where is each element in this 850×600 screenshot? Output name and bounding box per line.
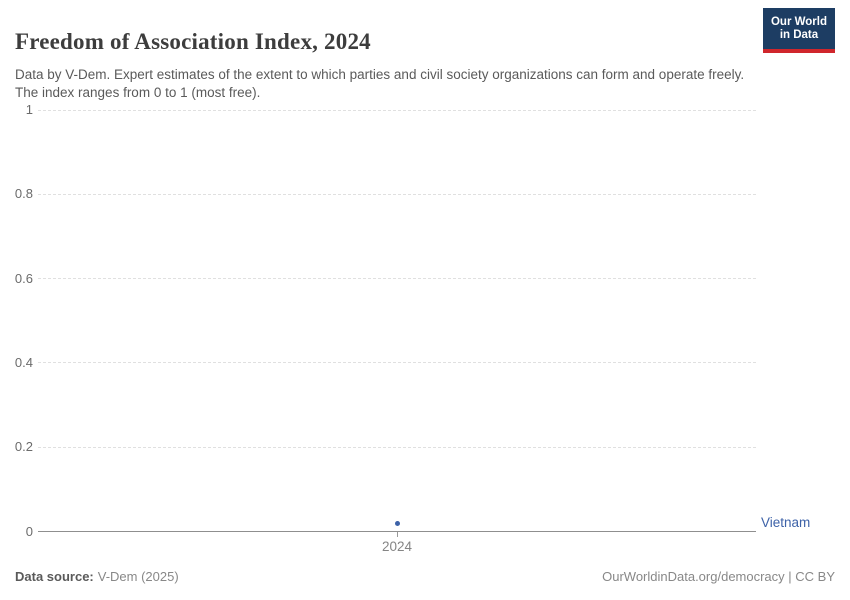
data-point-vietnam[interactable] bbox=[394, 520, 400, 526]
x-axis-line bbox=[38, 531, 756, 532]
y-gridline bbox=[38, 278, 756, 280]
data-source-value: V-Dem (2025) bbox=[97, 569, 179, 584]
owid-logo[interactable]: Our World in Data bbox=[762, 8, 835, 53]
attribution-link[interactable]: OurWorldinData.org/democracy | CC BY bbox=[602, 569, 835, 584]
y-tick-label: 0.4 bbox=[14, 354, 33, 370]
y-gridline bbox=[38, 193, 756, 195]
y-tick-label: 0.8 bbox=[14, 186, 33, 202]
series-label-vietnam[interactable]: Vietnam bbox=[761, 515, 811, 531]
x-tick-mark bbox=[396, 532, 398, 537]
y-tick-label: 0.2 bbox=[14, 439, 33, 455]
y-gridline bbox=[38, 362, 756, 364]
y-tick-label: 0.6 bbox=[14, 270, 33, 286]
x-tick-label: 2024 bbox=[381, 538, 413, 554]
y-tick-label: 0 bbox=[25, 523, 33, 539]
data-source-label: Data source: bbox=[15, 569, 94, 584]
y-tick-label: 1 bbox=[25, 102, 33, 117]
chart-title: Freedom of Association Index, 2024 bbox=[15, 29, 371, 55]
y-gridline bbox=[38, 109, 756, 111]
owid-logo-line1: Our World bbox=[770, 16, 827, 28]
y-gridline bbox=[38, 446, 756, 448]
owid-logo-line2: in Data bbox=[779, 29, 819, 41]
chart-subtitle: Data by V-Dem. Expert estimates of the e… bbox=[15, 66, 745, 100]
data-source-note: Data source: V-Dem (2025) bbox=[15, 569, 179, 584]
